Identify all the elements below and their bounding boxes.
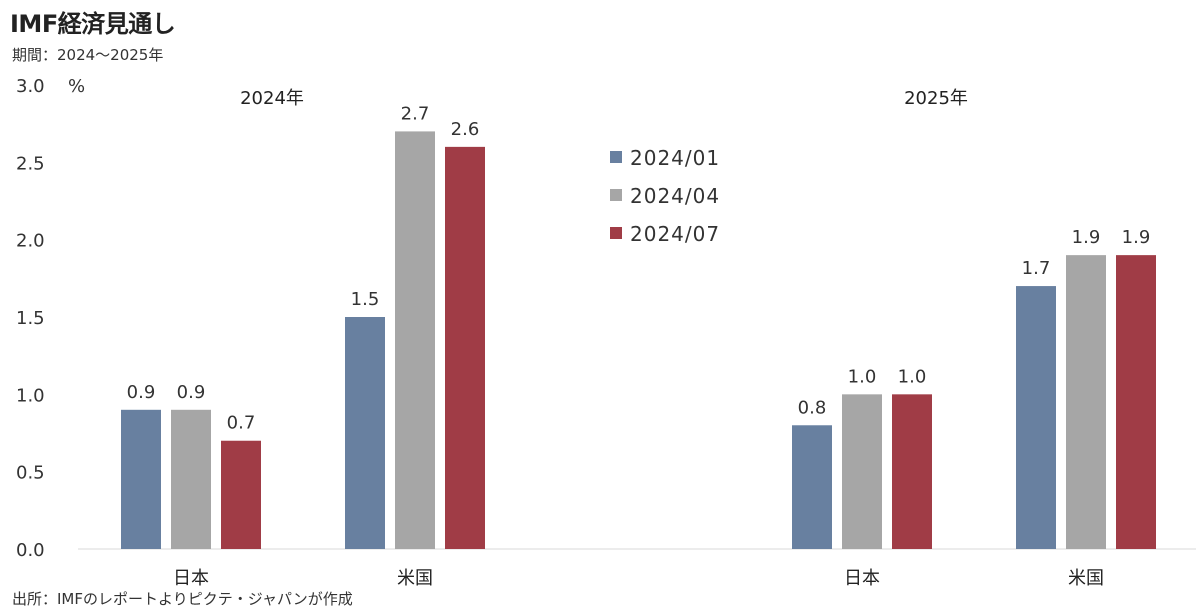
bar: [892, 394, 932, 549]
data-label: 0.9: [177, 382, 206, 403]
y-tick-label: 3.0: [16, 76, 45, 97]
category-label: 米国: [397, 568, 433, 589]
legend-label: 2024/04: [630, 184, 720, 208]
data-label: 0.9: [127, 382, 156, 403]
bar: [171, 409, 211, 549]
chart-subtitle: 期間：2024～2025年: [12, 46, 164, 64]
data-label: 2.7: [401, 103, 430, 124]
bar: [1016, 286, 1056, 549]
group-label: 2024年: [240, 88, 304, 109]
category-label: 日本: [173, 568, 209, 589]
bar: [1116, 255, 1156, 549]
bar: [221, 440, 261, 549]
data-label: 1.9: [1072, 227, 1101, 248]
data-label: 1.5: [351, 289, 380, 310]
data-label: 1.0: [848, 366, 877, 387]
chart-title: IMF経済見通し: [10, 10, 176, 38]
data-label: 1.0: [898, 366, 927, 387]
bar: [792, 425, 832, 549]
bar: [395, 131, 435, 549]
bar: [121, 409, 161, 549]
bar: [445, 146, 485, 549]
y-tick-label: 0.0: [16, 540, 45, 561]
legend-label: 2024/07: [630, 222, 720, 246]
bar: [842, 394, 882, 549]
y-tick-label: 1.5: [16, 308, 45, 329]
legend-swatch: [610, 227, 622, 239]
category-label: 米国: [1068, 568, 1104, 589]
legend-swatch: [610, 189, 622, 201]
data-label: 1.9: [1122, 227, 1151, 248]
bar: [1066, 255, 1106, 549]
source-note: 出所：IMFのレポートよりピクテ・ジャパンが作成: [12, 590, 353, 608]
y-tick-label: 0.5: [16, 463, 45, 484]
category-label: 日本: [844, 568, 880, 589]
data-label: 2.6: [451, 119, 480, 140]
y-tick-label: 2.0: [16, 231, 45, 252]
bar: [345, 317, 385, 549]
data-label: 0.7: [227, 413, 256, 434]
legend-swatch: [610, 151, 622, 163]
group-label: 2025年: [904, 88, 968, 109]
y-tick-label: 2.5: [16, 153, 45, 174]
y-unit-label: %: [68, 76, 85, 97]
legend-label: 2024/01: [630, 146, 720, 170]
data-label: 0.8: [798, 397, 827, 418]
data-label: 1.7: [1022, 258, 1051, 279]
y-tick-label: 1.0: [16, 385, 45, 406]
